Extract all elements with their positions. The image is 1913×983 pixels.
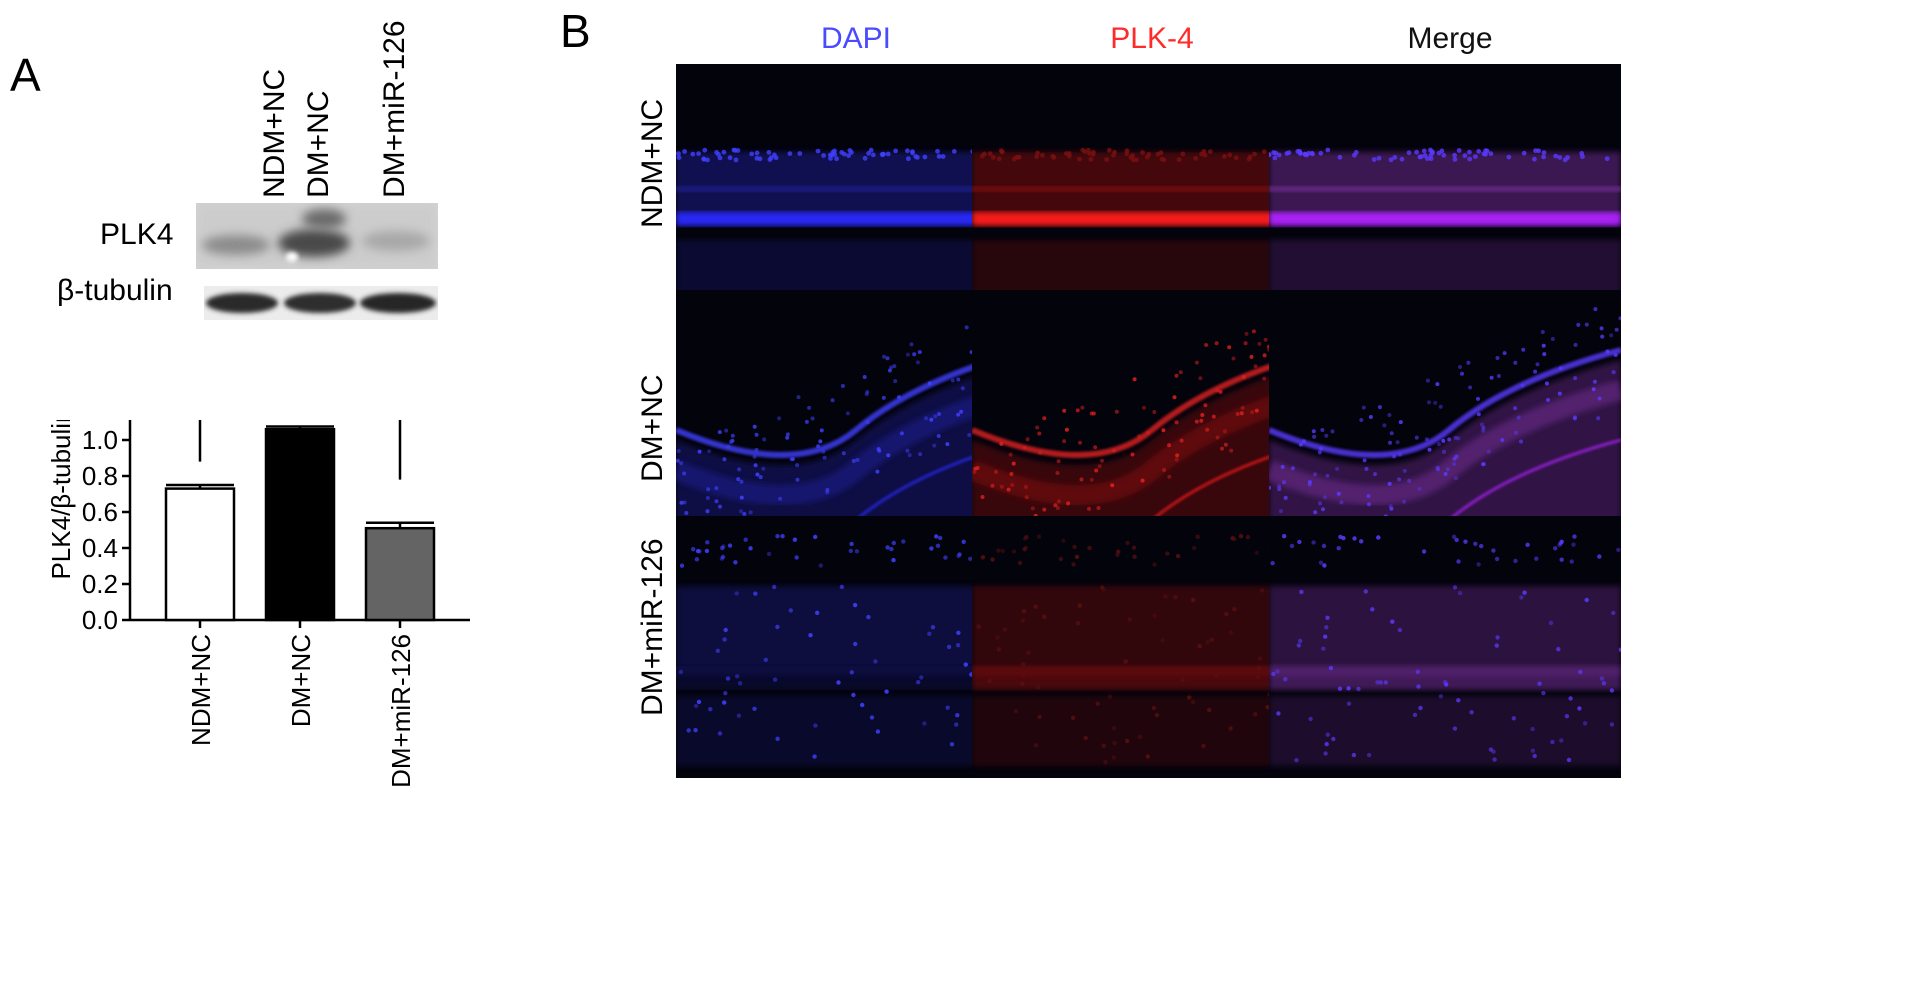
bar-1 [164, 487, 236, 622]
y-tick-label: 0.2 [82, 569, 118, 599]
bar-chart: 0.00.20.40.60.81.01.21.4PLK4/β-tubulinND… [46, 420, 470, 788]
y-tick-label: 0.6 [82, 497, 118, 527]
blot-row-label-plk4: PLK4 [100, 218, 174, 251]
blot-lane-label-3: DM+miR-126 [378, 20, 411, 198]
fluorescence-image-ndm-nc-merge [1269, 64, 1621, 326]
x-tick-label: DM+NC [286, 634, 316, 727]
fluorescence-image-dm-nc-dapi [676, 290, 1028, 552]
fluorescence-image-dm-nc-plk4 [972, 290, 1324, 552]
fluorescence-image-dm-mir126-merge [1269, 516, 1621, 778]
column-header-merge: Merge [1407, 22, 1493, 55]
blot-lane-label-1: NDM+NC [258, 68, 291, 198]
panel-b-letter: B [560, 5, 591, 57]
y-axis-label: PLK4/β-tubulin [46, 420, 76, 580]
y-tick-label: 0.4 [82, 533, 118, 563]
x-tick-label: DM+miR-126 [386, 634, 416, 788]
x-tick-label: NDM+NC [186, 634, 216, 746]
bar-3 [364, 526, 436, 622]
panel-a-letter: A [10, 49, 41, 101]
blot-row-label-tubulin: β-tubulin [57, 274, 173, 307]
blot-lane-label-2: DM+NC [302, 90, 335, 198]
significance-bracket-2 [398, 420, 402, 480]
column-header-plk4: PLK-4 [1110, 22, 1194, 55]
bar-2 [264, 427, 336, 622]
row-label-dm-mir126: DM+miR-126 [636, 538, 669, 716]
row-label-ndm-nc: NDM+NC [636, 98, 669, 228]
y-tick-label: 0.8 [82, 461, 118, 491]
y-tick-label: 1.0 [82, 425, 118, 455]
western-blot-plk4 [196, 203, 438, 269]
fluorescence-image-dm-mir126-plk4 [972, 516, 1324, 778]
fluorescence-image-dm-nc-merge [1269, 290, 1621, 552]
y-tick-label: 0.0 [82, 605, 118, 635]
fluorescence-image-dm-mir126-dapi [676, 516, 1028, 778]
western-blot-tubulin [204, 286, 438, 320]
row-label-dm-nc: DM+NC [636, 374, 669, 482]
significance-bracket-1 [198, 420, 202, 462]
column-header-dapi: DAPI [820, 22, 892, 55]
